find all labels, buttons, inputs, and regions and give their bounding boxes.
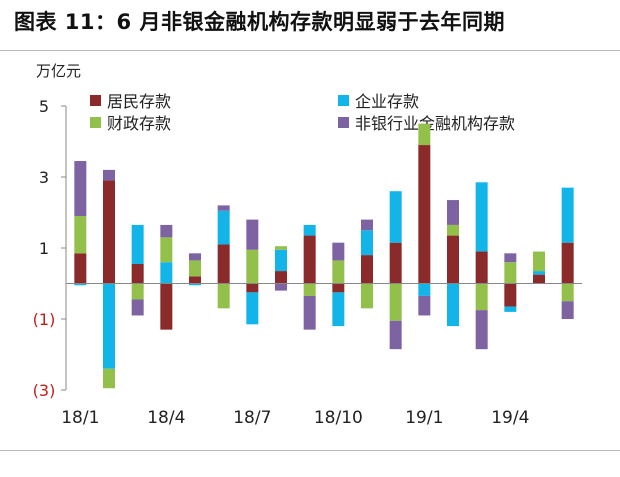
bar-segment-nonbank <box>74 161 87 217</box>
bar-segment-enterprise <box>418 283 431 296</box>
bar-segment-enterprise <box>361 230 373 256</box>
bar-segment-resident <box>332 283 345 293</box>
bar-segment-enterprise <box>275 249 287 272</box>
bar-segment-enterprise <box>303 224 316 236</box>
bar-segment-fiscal <box>504 262 517 284</box>
bar-segment-enterprise <box>217 210 230 245</box>
legend-label-fiscal: 财政存款 <box>107 114 172 133</box>
bar-segment-nonbank <box>475 310 488 350</box>
bar-segment-resident <box>418 145 431 284</box>
bar-segment-nonbank <box>217 205 230 211</box>
y-tick-label: 1 <box>39 239 49 258</box>
bar-segment-fiscal <box>361 283 373 309</box>
bar-segment-nonbank <box>303 295 316 330</box>
bar-segment-fiscal <box>275 246 287 250</box>
bar-segment-resident <box>103 180 115 284</box>
legend-swatch-fiscal <box>90 116 101 128</box>
bar-segment-fiscal <box>561 283 574 302</box>
bar-segment-nonbank <box>332 242 345 261</box>
bar-segment-fiscal <box>533 251 545 272</box>
bar-segment-nonbank <box>361 219 373 231</box>
bar-segment-resident <box>561 242 574 284</box>
bar-segment-resident <box>246 283 259 293</box>
bar-segment-resident <box>303 235 316 284</box>
bar-segment-resident <box>475 251 488 284</box>
bar-segment-nonbank <box>447 200 459 225</box>
legend-label-nonbank: 非银行业金融机构存款 <box>355 114 516 133</box>
bar-segment-nonbank <box>246 219 259 250</box>
bar-segment-fiscal <box>189 260 201 277</box>
bar-segment-nonbank <box>189 253 201 261</box>
bar-segment-nonbank <box>160 224 173 238</box>
legend-item-fiscal: 财政存款 <box>90 110 171 134</box>
bar-segment-fiscal <box>389 283 402 321</box>
legend-swatch-enterprise <box>338 94 349 106</box>
legend-label-resident: 居民存款 <box>107 92 172 111</box>
bar-segment-fiscal <box>103 368 115 389</box>
bar-segment-resident <box>447 235 459 284</box>
legend-label-enterprise: 企业存款 <box>355 92 420 111</box>
bar-segment-enterprise <box>131 224 144 264</box>
y-tick-label: 5 <box>39 97 49 116</box>
chart-title: 图表 11：6 月非银金融机构存款明显弱于去年同期 <box>14 10 505 34</box>
bar-segment-enterprise <box>389 191 402 243</box>
bar-segment-enterprise <box>561 187 574 243</box>
y-axis-unit-label: 万亿元 <box>36 62 82 80</box>
bar-segment-enterprise <box>74 283 87 286</box>
bar-segment-resident <box>74 253 87 284</box>
bar-segment-fiscal <box>303 283 316 296</box>
bar-segment-nonbank <box>131 299 144 316</box>
bar-segment-fiscal <box>160 237 173 263</box>
bar-segment-fiscal <box>131 283 144 300</box>
footer-divider <box>0 450 620 451</box>
bar-segment-enterprise <box>447 283 459 327</box>
bar-segment-fiscal <box>74 216 87 254</box>
bar-segment-nonbank <box>389 320 402 350</box>
bar-segment-enterprise <box>246 292 259 325</box>
bar-segment-nonbank <box>103 169 115 181</box>
bar-segment-enterprise <box>189 283 201 286</box>
x-tick-label: 18/7 <box>233 408 271 428</box>
title-divider <box>0 50 620 51</box>
bar-segment-resident <box>189 276 201 284</box>
bar-segment-resident <box>217 244 230 284</box>
legend-item-nonbank: 非银行业金融机构存款 <box>338 110 515 134</box>
bar-segment-nonbank <box>561 301 574 319</box>
y-tick-label: (1) <box>33 310 56 329</box>
bar-segment-fiscal <box>246 249 259 284</box>
bar-segment-nonbank <box>275 283 287 291</box>
x-tick-label: 18/1 <box>61 408 99 428</box>
bar-segment-resident <box>533 274 545 284</box>
bar-segment-enterprise <box>475 182 488 252</box>
bar-segment-fiscal <box>475 283 488 311</box>
bar-segment-enterprise <box>160 262 173 284</box>
y-tick-label: (3) <box>33 381 56 400</box>
legend-item-enterprise: 企业存款 <box>338 88 419 112</box>
bar-segment-resident <box>361 255 373 284</box>
bar-segment-nonbank <box>418 295 431 316</box>
bar-segment-resident <box>275 271 287 284</box>
bar-segment-resident <box>131 263 144 284</box>
x-tick-label: 18/4 <box>147 408 185 428</box>
bar-segment-nonbank <box>504 253 517 263</box>
legend-swatch-resident <box>90 94 101 106</box>
bar-segment-enterprise <box>332 292 345 327</box>
x-tick-label: 19/1 <box>405 408 443 428</box>
bar-segment-resident <box>504 283 517 307</box>
bar-segment-enterprise <box>533 271 545 275</box>
bar-segment-fiscal <box>217 283 230 309</box>
bar-segment-fiscal <box>418 123 431 146</box>
bar-segment-fiscal <box>447 224 459 236</box>
x-tick-label: 19/4 <box>491 408 529 428</box>
y-tick-label: 3 <box>39 168 49 187</box>
bar-segment-resident <box>389 242 402 284</box>
bar-segment-resident <box>160 283 173 330</box>
bar-segment-enterprise <box>504 306 517 312</box>
bar-segment-fiscal <box>332 260 345 284</box>
bar-segment-enterprise <box>103 283 115 369</box>
legend-swatch-nonbank <box>338 116 349 128</box>
legend-item-resident: 居民存款 <box>90 88 171 112</box>
x-tick-label: 18/10 <box>314 408 363 428</box>
